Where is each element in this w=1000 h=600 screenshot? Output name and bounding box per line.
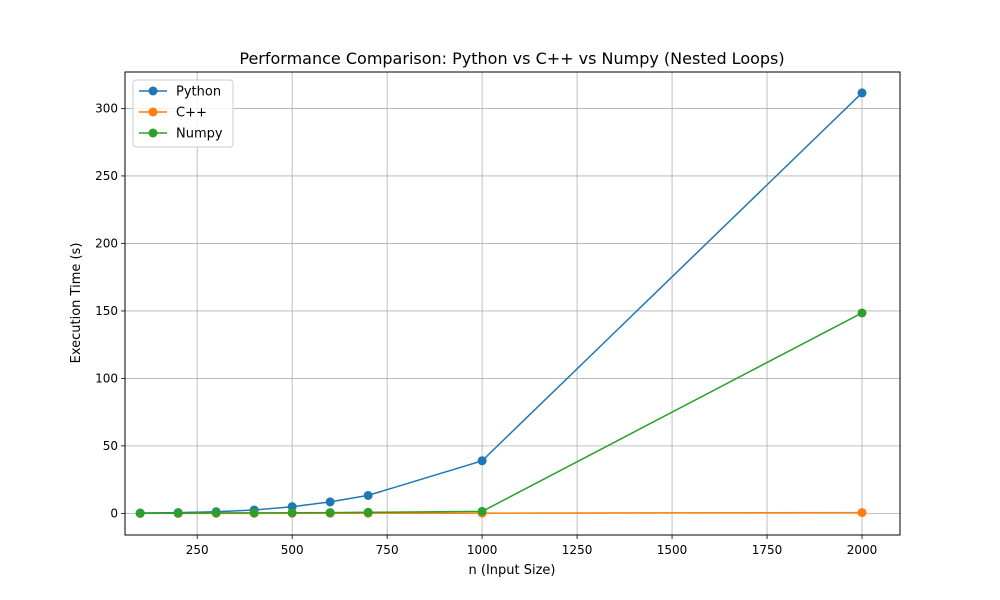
x-tick-label: 1000 [467, 543, 498, 557]
data-point-python [477, 456, 487, 466]
axis-ticks: 250 500 750 1000 1250 1500 1750 2000 0 50 100 150 20… [95, 101, 877, 557]
y-axis-label: Execution Time (s) [69, 243, 84, 364]
y-tick-label: 0 [110, 506, 118, 520]
legend-swatch-marker [148, 86, 158, 96]
legend-label: Numpy [176, 127, 223, 142]
legend-item-numpy: Numpy [139, 127, 223, 142]
x-axis-label: n (Input Size) [469, 563, 556, 578]
data-point-python [325, 497, 335, 507]
y-tick-label: 300 [95, 101, 118, 115]
legend-label: Python [176, 85, 221, 100]
x-tick-label: 250 [186, 543, 209, 557]
data-point-c [857, 508, 867, 518]
legend-swatch-marker [148, 128, 158, 138]
series-group [135, 88, 867, 518]
data-point-numpy [211, 508, 221, 518]
series-numpy [135, 308, 867, 518]
data-point-numpy [363, 507, 373, 517]
y-tick-label: 100 [95, 371, 118, 385]
legend: Python C++ Numpy [132, 79, 234, 148]
y-tick-label: 50 [103, 439, 118, 453]
x-tick-label: 1250 [562, 543, 593, 557]
data-point-numpy [173, 508, 183, 518]
legend-swatch-marker [148, 107, 158, 117]
y-tick-label: 150 [95, 304, 118, 318]
y-tick-label: 200 [95, 236, 118, 250]
data-point-numpy [135, 508, 145, 518]
data-point-numpy [325, 508, 335, 518]
legend-item-python: Python [139, 85, 221, 100]
legend-label: C++ [176, 106, 207, 121]
data-point-numpy [287, 508, 297, 518]
y-tick-label: 250 [95, 169, 118, 183]
legend-box [132, 79, 234, 148]
x-tick-label: 750 [376, 543, 399, 557]
chart-title: Performance Comparison: Python vs C++ vs… [239, 49, 784, 68]
data-point-numpy [857, 308, 867, 318]
data-point-numpy [249, 508, 259, 518]
data-point-python [363, 490, 373, 500]
data-point-python [857, 88, 867, 98]
x-tick-label: 500 [281, 543, 304, 557]
data-point-numpy [477, 506, 487, 516]
x-tick-label: 2000 [847, 543, 878, 557]
plot-frame [124, 71, 901, 536]
x-tick-label: 1750 [752, 543, 783, 557]
legend-item-c: C++ [139, 106, 207, 121]
x-tick-label: 1500 [657, 543, 688, 557]
